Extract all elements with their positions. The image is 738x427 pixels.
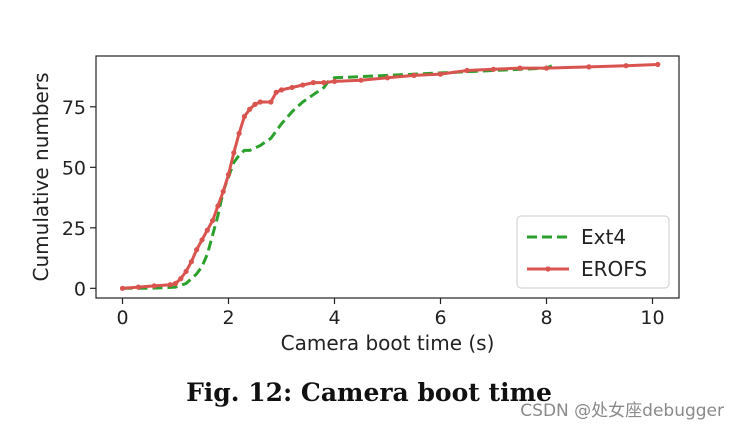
legend-label: Ext4 (581, 225, 626, 249)
data-point (210, 217, 216, 224)
x-axis-label: Camera boot time (s) (281, 331, 495, 355)
plot-frame (95, 55, 680, 299)
watermark: CSDN @处女座debugger (520, 401, 724, 421)
data-point (268, 99, 274, 105)
data-point (220, 188, 226, 195)
data-point (278, 87, 285, 93)
x-tick-label: 6 (434, 307, 446, 329)
chart: 0 2 4 6 8 10 0 25 50 75 Camera boot time (s) Cum… (29, 55, 680, 355)
x-tick-label: 10 (640, 307, 664, 329)
data-point (543, 65, 550, 71)
data-point (194, 247, 200, 253)
y-tick-label: 75 (62, 97, 86, 119)
data-point (331, 78, 338, 85)
data-point (231, 150, 237, 156)
data-point (437, 71, 444, 77)
y-axis: 0 25 50 75 (62, 97, 96, 300)
data-point (183, 268, 189, 274)
data-point (119, 285, 126, 291)
x-axis: 0 2 4 6 8 10 (116, 298, 665, 329)
data-point (236, 130, 242, 137)
data-point (135, 284, 141, 290)
legend-marker (545, 266, 551, 272)
data-point (178, 276, 184, 282)
data-point (167, 282, 173, 288)
x-tick-label: 2 (222, 307, 234, 329)
data-point (172, 280, 179, 287)
data-point (464, 67, 470, 74)
data-point (204, 227, 210, 233)
data-point (655, 61, 661, 68)
data-point (247, 106, 253, 112)
y-tick-label: 0 (74, 278, 86, 300)
data-point (241, 113, 247, 120)
data-point (199, 237, 205, 243)
data-point (358, 77, 364, 83)
data-point (188, 259, 194, 265)
data-point (586, 64, 592, 70)
series-line-erofs (122, 63, 658, 290)
data-point (321, 80, 327, 86)
data-point (411, 72, 417, 78)
data-point (289, 84, 295, 91)
data-point (490, 66, 497, 72)
data-point (257, 99, 263, 105)
plot-area (119, 61, 661, 291)
data-point (151, 283, 157, 289)
x-tick-label: 4 (328, 307, 340, 329)
y-tick-label: 25 (62, 218, 86, 240)
data-point (215, 203, 221, 209)
legend-label: EROFS (581, 257, 647, 281)
x-tick-label: 8 (540, 307, 552, 329)
data-point (252, 101, 258, 107)
y-tick-label: 50 (62, 157, 86, 179)
data-point (310, 80, 316, 86)
data-point (300, 82, 306, 88)
data-point (225, 171, 232, 178)
series-line-ext4 (122, 64, 553, 290)
figure-caption: Fig. 12: Camera boot time (186, 378, 552, 407)
y-axis-label: Cumulative numbers (29, 73, 53, 282)
data-point (384, 75, 391, 81)
data-point (623, 63, 629, 69)
x-tick-label: 0 (116, 307, 128, 329)
legend: Ext4 EROFS (516, 215, 670, 289)
data-point (273, 89, 279, 95)
data-point (517, 65, 523, 71)
